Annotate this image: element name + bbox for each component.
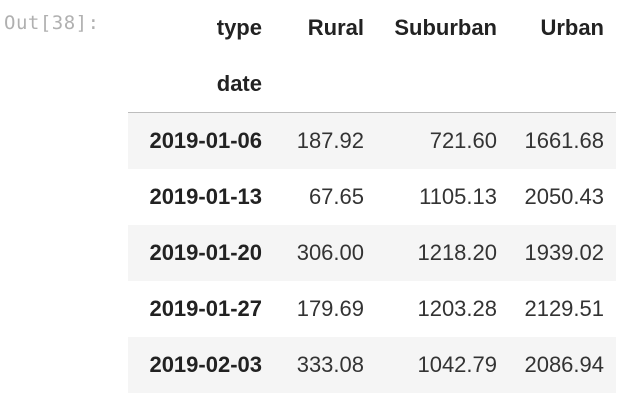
cell-rural: 333.08 — [296, 351, 364, 377]
cell-suburban: 1042.79 — [417, 351, 497, 377]
cell-urban: 2129.51 — [524, 295, 604, 321]
cell-rural: 179.69 — [296, 295, 364, 321]
cell-urban: 2050.43 — [524, 183, 604, 209]
table-row: 2019-01-20 306.00 1218.20 1939.02 — [128, 224, 616, 281]
index-name-label: date — [216, 71, 262, 96]
cell-suburban: 1218.20 — [417, 239, 497, 265]
cell-suburban: 1203.28 — [417, 295, 497, 321]
row-index-date: 2019-01-20 — [149, 239, 262, 265]
cell-rural: 67.65 — [308, 183, 364, 209]
table-row: 2019-02-03 333.08 1042.79 2086.94 — [128, 336, 616, 393]
dataframe-output: type Rural Suburban Urban date 2019-01-0… — [128, 0, 616, 393]
index-header-row: date — [128, 56, 616, 113]
column-header-suburban: Suburban — [394, 15, 497, 40]
table-row: 2019-01-27 179.69 1203.28 2129.51 — [128, 280, 616, 337]
row-index-date: 2019-02-03 — [149, 351, 262, 377]
cell-urban: 2086.94 — [524, 351, 604, 377]
row-index-date: 2019-01-13 — [149, 183, 262, 209]
cell-rural: 306.00 — [296, 239, 364, 265]
table-header: type Rural Suburban Urban date — [128, 0, 616, 113]
cell-rural: 187.92 — [296, 127, 364, 153]
index-header-spacer — [509, 56, 616, 113]
table-body: 2019-01-06 187.92 721.60 1661.68 2019-01… — [128, 112, 616, 393]
column-header-rural: Rural — [307, 15, 364, 40]
table-row: 2019-01-06 187.92 721.60 1661.68 — [128, 112, 616, 169]
cell-urban: 1939.02 — [524, 239, 604, 265]
index-header-spacer — [274, 56, 376, 113]
cell-suburban: 721.60 — [429, 127, 497, 153]
dataframe-table: type Rural Suburban Urban date 2019-01-0… — [128, 0, 616, 393]
cell-suburban: 1105.13 — [419, 183, 497, 209]
row-index-date: 2019-01-27 — [149, 295, 262, 321]
row-index-date: 2019-01-06 — [149, 127, 262, 153]
index-header-spacer — [376, 56, 509, 113]
columns-name-label: type — [216, 15, 262, 40]
table-row: 2019-01-13 67.65 1105.13 2050.43 — [128, 168, 616, 225]
column-header-row: type Rural Suburban Urban — [128, 0, 616, 56]
output-prompt: Out[38]: — [4, 12, 100, 34]
cell-urban: 1661.68 — [524, 127, 604, 153]
column-header-urban: Urban — [540, 15, 604, 40]
